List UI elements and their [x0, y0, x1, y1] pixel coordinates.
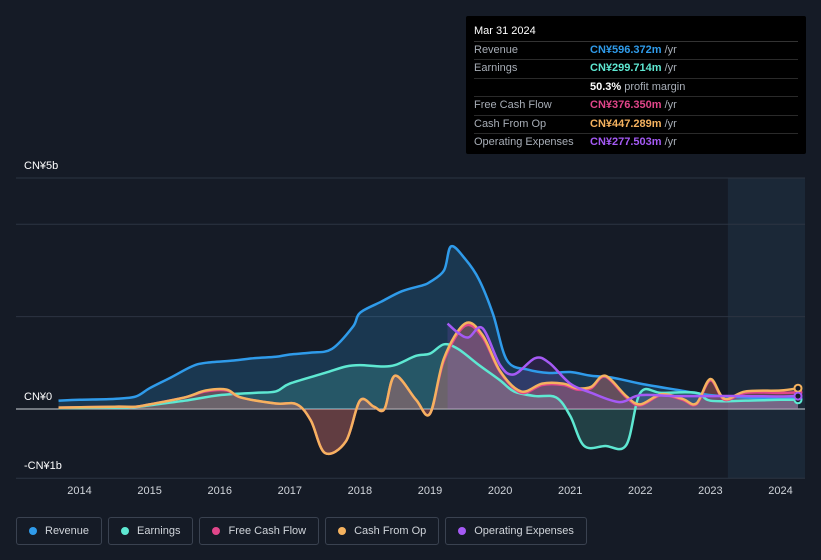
x-tick-label: 2018: [347, 485, 373, 497]
tooltip-row-unit: /yr: [664, 135, 677, 148]
grid-lines: [16, 177, 805, 479]
tooltip-row: 50.3% profit margin: [474, 79, 798, 98]
x-tick-label: 2014: [67, 485, 92, 497]
revenue-area: [58, 246, 798, 409]
tooltip-row-label: Earnings: [474, 62, 518, 75]
x-tick-label: 2019: [417, 485, 443, 497]
x-tick-label: 2015: [137, 485, 162, 497]
legend-label: Revenue: [45, 525, 90, 537]
earnings-area: [58, 344, 798, 450]
tooltip-row-unit: /yr: [664, 99, 677, 112]
x-tick-label: 2017: [277, 485, 303, 497]
tooltip-row-value: CN¥596.372m: [590, 44, 662, 56]
x-tick-label: 2022: [628, 485, 653, 497]
legend-label: Free Cash Flow: [228, 525, 307, 537]
x-tick-label: 2021: [557, 485, 583, 497]
tooltip-row-label: Revenue: [474, 44, 519, 56]
tooltip-row-unit: /yr: [664, 44, 677, 56]
forecast-highlight-band: [727, 178, 805, 478]
x-tick-label: 2016: [207, 485, 232, 497]
tooltip-row-value: CN¥277.503m: [590, 135, 662, 148]
legend-item-revenue[interactable]: Revenue: [16, 517, 103, 545]
cash-from-op-endpoint: [793, 383, 803, 393]
x-tick-label: 2024: [768, 485, 793, 497]
tooltip-row-value: CN¥447.289m: [590, 117, 662, 130]
legend-label: Cash From Op: [354, 525, 427, 537]
tooltip-date: Mar 31 2024: [474, 24, 798, 42]
tooltip-row-value: CN¥376.350m: [590, 99, 662, 112]
tooltip-row-value: CN¥299.714m: [590, 62, 662, 75]
legend-dot-icon: [212, 527, 221, 535]
chart-legend: Revenue Earnings Free Cash Flow Cash From O…: [16, 517, 587, 545]
tooltip-row-value: 50.3%: [590, 80, 622, 93]
tooltip-row: Revenue CN¥596.372m/yr: [474, 42, 798, 61]
legend-item-operating-expenses[interactable]: Operating Expenses: [445, 517, 587, 545]
legend-item-earnings[interactable]: Earnings: [108, 517, 194, 545]
series-endpoints: [793, 383, 803, 405]
tooltip-row-label: [474, 79, 590, 96]
legend-label: Earnings: [137, 525, 181, 537]
operating-expenses-endpoint: [793, 391, 803, 401]
tooltip-row-label: Free Cash Flow: [474, 99, 552, 112]
tooltip-row: Operating Expenses CN¥277.503m/yr: [474, 134, 798, 151]
tooltip-row: Free Cash Flow CN¥376.350m/yr: [474, 97, 798, 116]
legend-item-cash-from-op[interactable]: Cash From Op: [325, 517, 440, 545]
legend-dot-icon: [29, 527, 37, 535]
y-label-zero: CN¥0: [24, 391, 53, 403]
tooltip-row: Earnings CN¥299.714m/yr: [474, 60, 798, 79]
x-tick-label: 2020: [487, 485, 513, 497]
y-label-top: CN¥5b: [24, 160, 59, 172]
x-tick-label: 2023: [698, 485, 723, 497]
legend-label: Operating Expenses: [474, 525, 574, 537]
series-lines: [58, 244, 799, 456]
tooltip-row-unit: /yr: [664, 62, 677, 75]
legend-dot-icon: [121, 527, 130, 535]
tooltip-row-label: Operating Expenses: [474, 135, 574, 148]
series-areas: [58, 246, 798, 454]
tooltip-row-unit: /yr: [664, 117, 677, 130]
tooltip-row-unit: profit margin: [624, 80, 686, 93]
legend-dot-icon: [458, 527, 467, 535]
revenue-line: [58, 244, 799, 402]
tooltip-row-label: Cash From Op: [474, 117, 547, 130]
data-tooltip: Mar 31 2024 Revenue CN¥596.372m/yr Earning…: [466, 16, 806, 154]
legend-dot-icon: [338, 527, 347, 535]
tooltip-row: Cash From Op CN¥447.289m/yr: [474, 116, 798, 134]
legend-item-free-cash-flow[interactable]: Free Cash Flow: [199, 517, 320, 545]
tooltip-rows: Revenue CN¥596.372m/yr Earnings CN¥299.714m…: [474, 42, 798, 151]
operating-expenses-line: [446, 322, 799, 404]
y-label-bottom: -CN¥1b: [24, 460, 62, 472]
